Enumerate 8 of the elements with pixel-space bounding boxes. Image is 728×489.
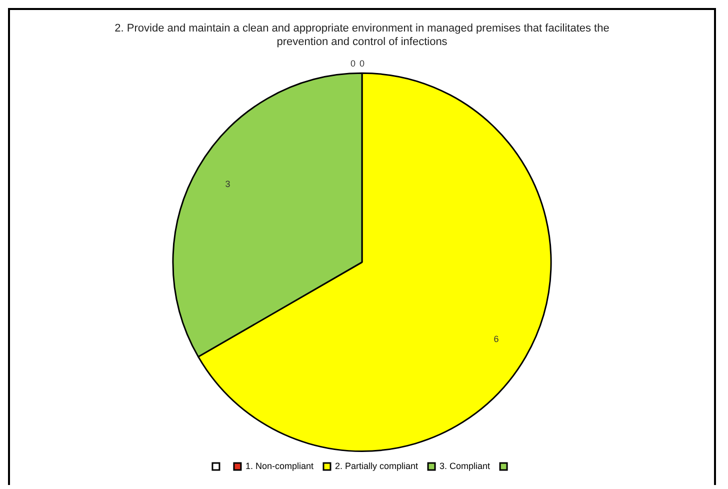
text: 0 <box>350 58 356 69</box>
chart-title: 2. Provide and maintain a clean and appropriate environment in managed premises that facilitates the prevention and control of infections <box>114 22 610 48</box>
text: 0 <box>359 58 365 69</box>
legend-label: 1. Non-compliant <box>245 460 314 471</box>
legend-label: 3. Compliant <box>440 460 491 471</box>
data-label: 3 <box>225 179 230 190</box>
legend-label: 2. Partially compliant <box>334 460 419 471</box>
data-label: 6 <box>494 334 499 344</box>
